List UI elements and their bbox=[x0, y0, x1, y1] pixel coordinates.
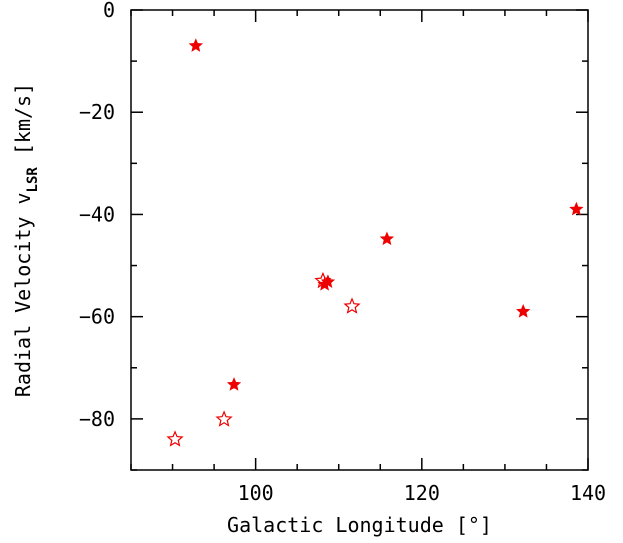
y-axis-label: Radial Velocity vLSR [km/s] bbox=[11, 83, 41, 397]
y-tick-label: −60 bbox=[79, 305, 115, 329]
y-axis-label-unit: [km/s] bbox=[11, 83, 35, 167]
filled-star-marker bbox=[516, 304, 531, 318]
y-axis-label-main: Radial Velocity v bbox=[11, 192, 35, 397]
filled-star-marker bbox=[188, 38, 203, 52]
x-tick-label: 140 bbox=[570, 481, 606, 505]
data-points bbox=[166, 38, 584, 447]
open-star-marker bbox=[314, 271, 332, 289]
x-axis-label: Galactic Longitude [°] bbox=[227, 513, 492, 537]
filled-star-marker bbox=[379, 231, 395, 246]
filled-star-marker bbox=[226, 377, 242, 391]
y-tick-label: 0 bbox=[103, 0, 115, 22]
y-tick-label: −80 bbox=[79, 407, 115, 431]
x-tick-labels: 100 120 140 bbox=[238, 481, 606, 505]
open-star-marker bbox=[343, 297, 361, 314]
x-tick-label: 100 bbox=[238, 481, 274, 505]
y-tick-label: −40 bbox=[79, 202, 115, 226]
axis-ticks bbox=[130, 9, 589, 471]
filled-star-marker bbox=[320, 274, 336, 289]
y-tick-label: −20 bbox=[79, 100, 115, 124]
open-star-marker bbox=[166, 430, 184, 447]
filled-star-marker bbox=[569, 201, 584, 216]
y-axis-label-subscript: LSR bbox=[25, 167, 41, 193]
plot-frame bbox=[130, 9, 589, 471]
x-tick-label: 120 bbox=[404, 481, 440, 505]
y-tick-labels: 0 −20 −40 −60 −80 bbox=[79, 0, 115, 431]
open-star-marker bbox=[215, 410, 233, 427]
